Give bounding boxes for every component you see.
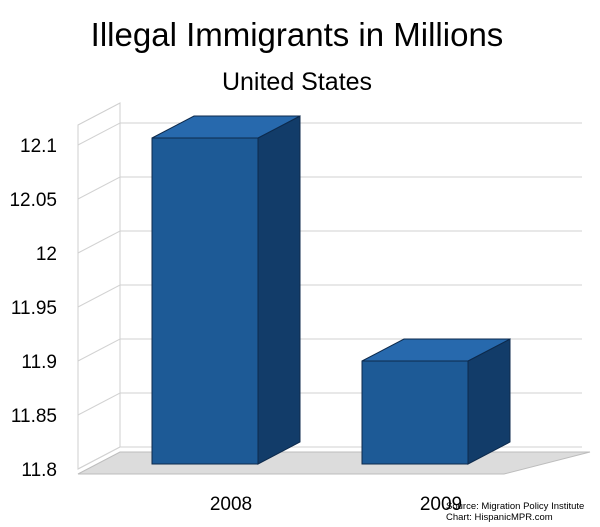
chart-title: Illegal Immigrants in Millions bbox=[91, 16, 504, 53]
chart-walls bbox=[77, 102, 121, 470]
y-tick-label: 11.8 bbox=[21, 460, 57, 481]
source-line: Source: Migration Policy Institute bbox=[446, 501, 584, 512]
bar-top bbox=[361, 338, 511, 362]
gridline bbox=[77, 122, 582, 146]
y-tick-label: 12.1 bbox=[20, 136, 57, 157]
chart-credit-line: Chart: HispanicMPR.com bbox=[446, 512, 553, 523]
bar-front bbox=[151, 137, 259, 465]
y-tick-label: 11.85 bbox=[11, 406, 57, 427]
x-tick-label: 2008 bbox=[210, 494, 252, 515]
bar-top bbox=[151, 115, 301, 139]
bar-2008 bbox=[151, 115, 301, 465]
gridlines bbox=[77, 122, 582, 470]
chart-subtitle: United States bbox=[222, 68, 372, 96]
y-tick-label: 11.95 bbox=[11, 298, 57, 319]
bar-side bbox=[257, 115, 301, 465]
gridline bbox=[77, 176, 582, 200]
x-tick-label: 2009 bbox=[420, 494, 462, 515]
bar-2009 bbox=[361, 338, 511, 465]
gridline bbox=[77, 230, 582, 254]
left-wall bbox=[77, 102, 121, 470]
y-tick-label: 11.9 bbox=[21, 352, 57, 373]
gridline bbox=[77, 284, 582, 308]
y-tick-label: 12 bbox=[36, 244, 57, 265]
bars bbox=[151, 115, 511, 465]
y-tick-label: 12.05 bbox=[9, 190, 57, 211]
bar-front bbox=[361, 360, 469, 465]
x-axis-ticks: 2008 2009 bbox=[210, 494, 462, 515]
y-axis-ticks: 12.1 12.05 12 11.95 11.9 11.85 11.8 bbox=[9, 136, 57, 481]
